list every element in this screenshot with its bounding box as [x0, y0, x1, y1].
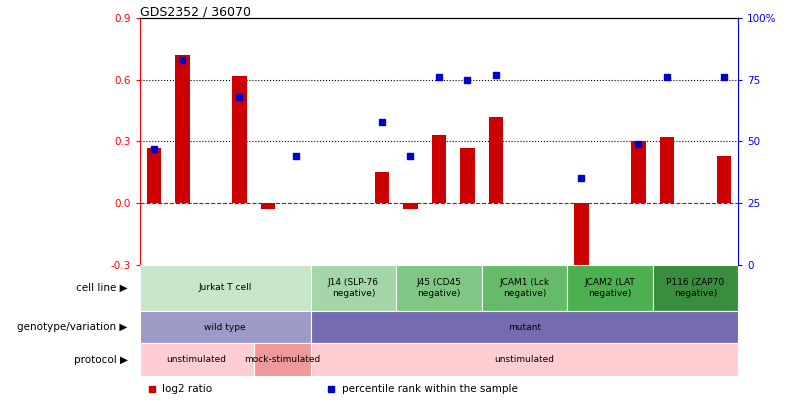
Bar: [653, 265, 738, 311]
Text: log2 ratio: log2 ratio: [162, 384, 212, 394]
Text: mutant: mutant: [508, 323, 541, 332]
Bar: [375, 172, 389, 203]
Bar: [232, 76, 247, 203]
Text: JCAM1 (Lck
negative): JCAM1 (Lck negative): [500, 278, 550, 298]
Bar: [310, 311, 738, 343]
Text: unstimulated: unstimulated: [495, 355, 555, 364]
Bar: [432, 135, 446, 203]
Text: P116 (ZAP70
negative): P116 (ZAP70 negative): [666, 278, 725, 298]
Bar: [482, 265, 567, 311]
Bar: [147, 148, 161, 203]
Text: cell line ▶: cell line ▶: [76, 283, 128, 293]
Bar: [717, 156, 731, 203]
Text: wild type: wild type: [204, 323, 246, 332]
Bar: [310, 265, 396, 311]
Bar: [460, 148, 475, 203]
Bar: [261, 203, 275, 209]
Bar: [140, 311, 310, 343]
Text: JCAM2 (LAT
negative): JCAM2 (LAT negative): [584, 278, 635, 298]
Text: J45 (CD45
negative): J45 (CD45 negative): [417, 278, 461, 298]
Bar: [575, 203, 589, 275]
Text: GDS2352 / 36070: GDS2352 / 36070: [140, 5, 251, 18]
Bar: [140, 265, 310, 311]
Bar: [403, 203, 417, 209]
Text: genotype/variation ▶: genotype/variation ▶: [18, 322, 128, 332]
Text: unstimulated: unstimulated: [167, 355, 227, 364]
Bar: [396, 265, 482, 311]
Bar: [310, 343, 738, 376]
Bar: [140, 343, 254, 376]
Text: mock-stimulated: mock-stimulated: [244, 355, 320, 364]
Text: J14 (SLP-76
negative): J14 (SLP-76 negative): [328, 278, 379, 298]
Text: Jurkat T cell: Jurkat T cell: [199, 284, 252, 292]
Bar: [488, 117, 503, 203]
Bar: [660, 137, 674, 203]
Bar: [567, 265, 653, 311]
Bar: [176, 55, 189, 203]
Bar: [254, 343, 310, 376]
Text: protocol ▶: protocol ▶: [73, 354, 128, 364]
Text: percentile rank within the sample: percentile rank within the sample: [342, 384, 518, 394]
Bar: [631, 141, 646, 203]
